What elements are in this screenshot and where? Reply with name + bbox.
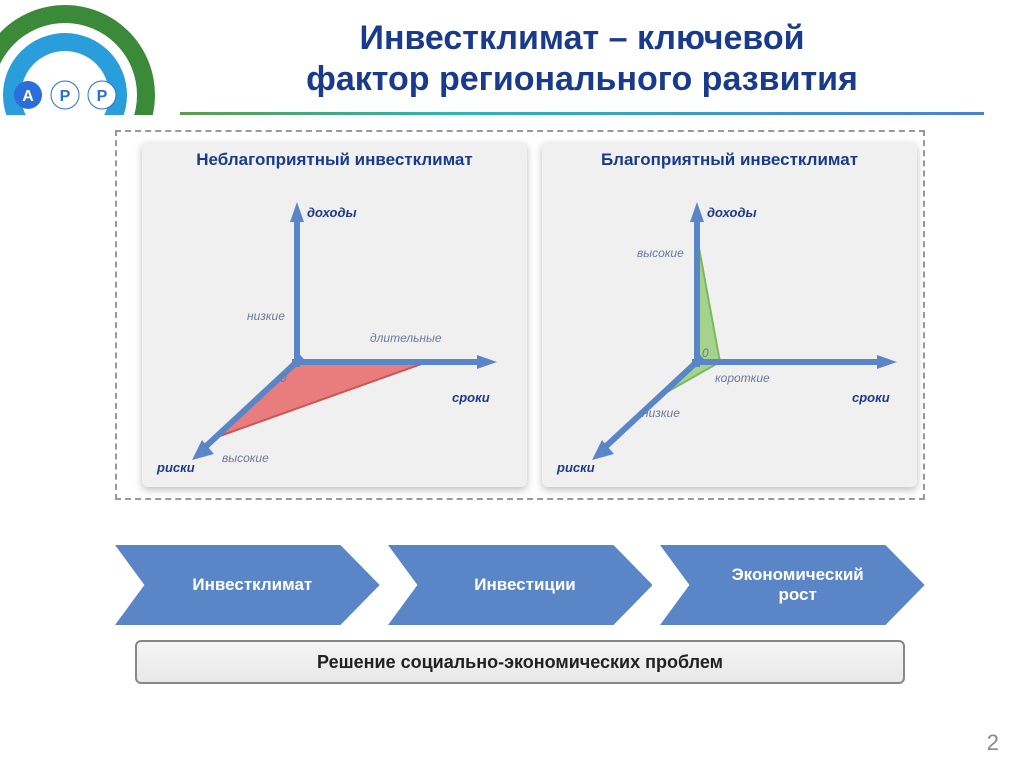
flow-label-3: Экономическийрост bbox=[707, 565, 879, 606]
chart-favorable: Благоприятный инвестклимат доходы сроки … bbox=[542, 142, 917, 487]
logo-decoration: А Р Р bbox=[0, 0, 160, 110]
charts-container: Неблагоприятный инвестклимат доходы срок… bbox=[115, 130, 925, 500]
chart-left-y-label: доходы bbox=[307, 205, 357, 220]
chart-left-y-tick: низкие bbox=[247, 309, 285, 323]
chart-left-z-label: риски bbox=[156, 460, 195, 475]
flow-arrows: Инвестклимат Инвестиции Экономическийрос… bbox=[115, 545, 925, 625]
chart-right-x-label: сроки bbox=[852, 390, 890, 405]
chart-right-x-tick: короткие bbox=[715, 371, 770, 385]
chart-left-x-tick: длительные bbox=[370, 331, 442, 345]
svg-text:А: А bbox=[22, 88, 34, 105]
chart-right-z-tick: низкие bbox=[642, 406, 680, 420]
svg-text:Р: Р bbox=[97, 88, 108, 105]
result-bar: Решение социально-экономических проблем bbox=[135, 640, 905, 684]
title-line-1: Инвестклимат – ключевой bbox=[360, 19, 805, 57]
chart-left-x-label: сроки bbox=[452, 390, 490, 405]
flow-arrow-1: Инвестклимат bbox=[115, 545, 380, 625]
flow-label-2: Инвестиции bbox=[449, 575, 591, 595]
chart-right-svg: доходы сроки риски высокие короткие низк… bbox=[552, 182, 912, 482]
chart-unfavorable: Неблагоприятный инвестклимат доходы срок… bbox=[142, 142, 527, 487]
chart-right-title: Благоприятный инвестклимат bbox=[542, 150, 917, 170]
chart-right-y-label: доходы bbox=[707, 205, 757, 220]
page-number: 2 bbox=[987, 730, 999, 756]
chart-left-title: Неблагоприятный инвестклимат bbox=[142, 150, 527, 170]
chart-right-z-label: риски bbox=[556, 460, 595, 475]
page-header: Инвестклимат – ключевой фактор региональ… bbox=[180, 18, 984, 100]
chart-left-z-tick: высокие bbox=[222, 451, 269, 465]
chart-left-region bbox=[217, 362, 427, 437]
result-label: Решение социально-экономических проблем bbox=[317, 652, 723, 673]
svg-text:Р: Р bbox=[60, 88, 71, 105]
chart-right-y-tick: высокие bbox=[637, 246, 684, 260]
header-divider bbox=[180, 112, 984, 115]
title-line-2: фактор регионального развития bbox=[306, 60, 858, 98]
chart-left-svg: доходы сроки риски низкие длительные выс… bbox=[152, 182, 512, 482]
flow-arrow-3: Экономическийрост bbox=[660, 545, 925, 625]
flow-arrow-2: Инвестиции bbox=[388, 545, 653, 625]
flow-label-1: Инвестклимат bbox=[167, 575, 327, 595]
chart-right-origin: 0 bbox=[702, 346, 709, 360]
chart-left-origin: 0 bbox=[280, 371, 287, 385]
page-title: Инвестклимат – ключевой фактор региональ… bbox=[180, 18, 984, 100]
